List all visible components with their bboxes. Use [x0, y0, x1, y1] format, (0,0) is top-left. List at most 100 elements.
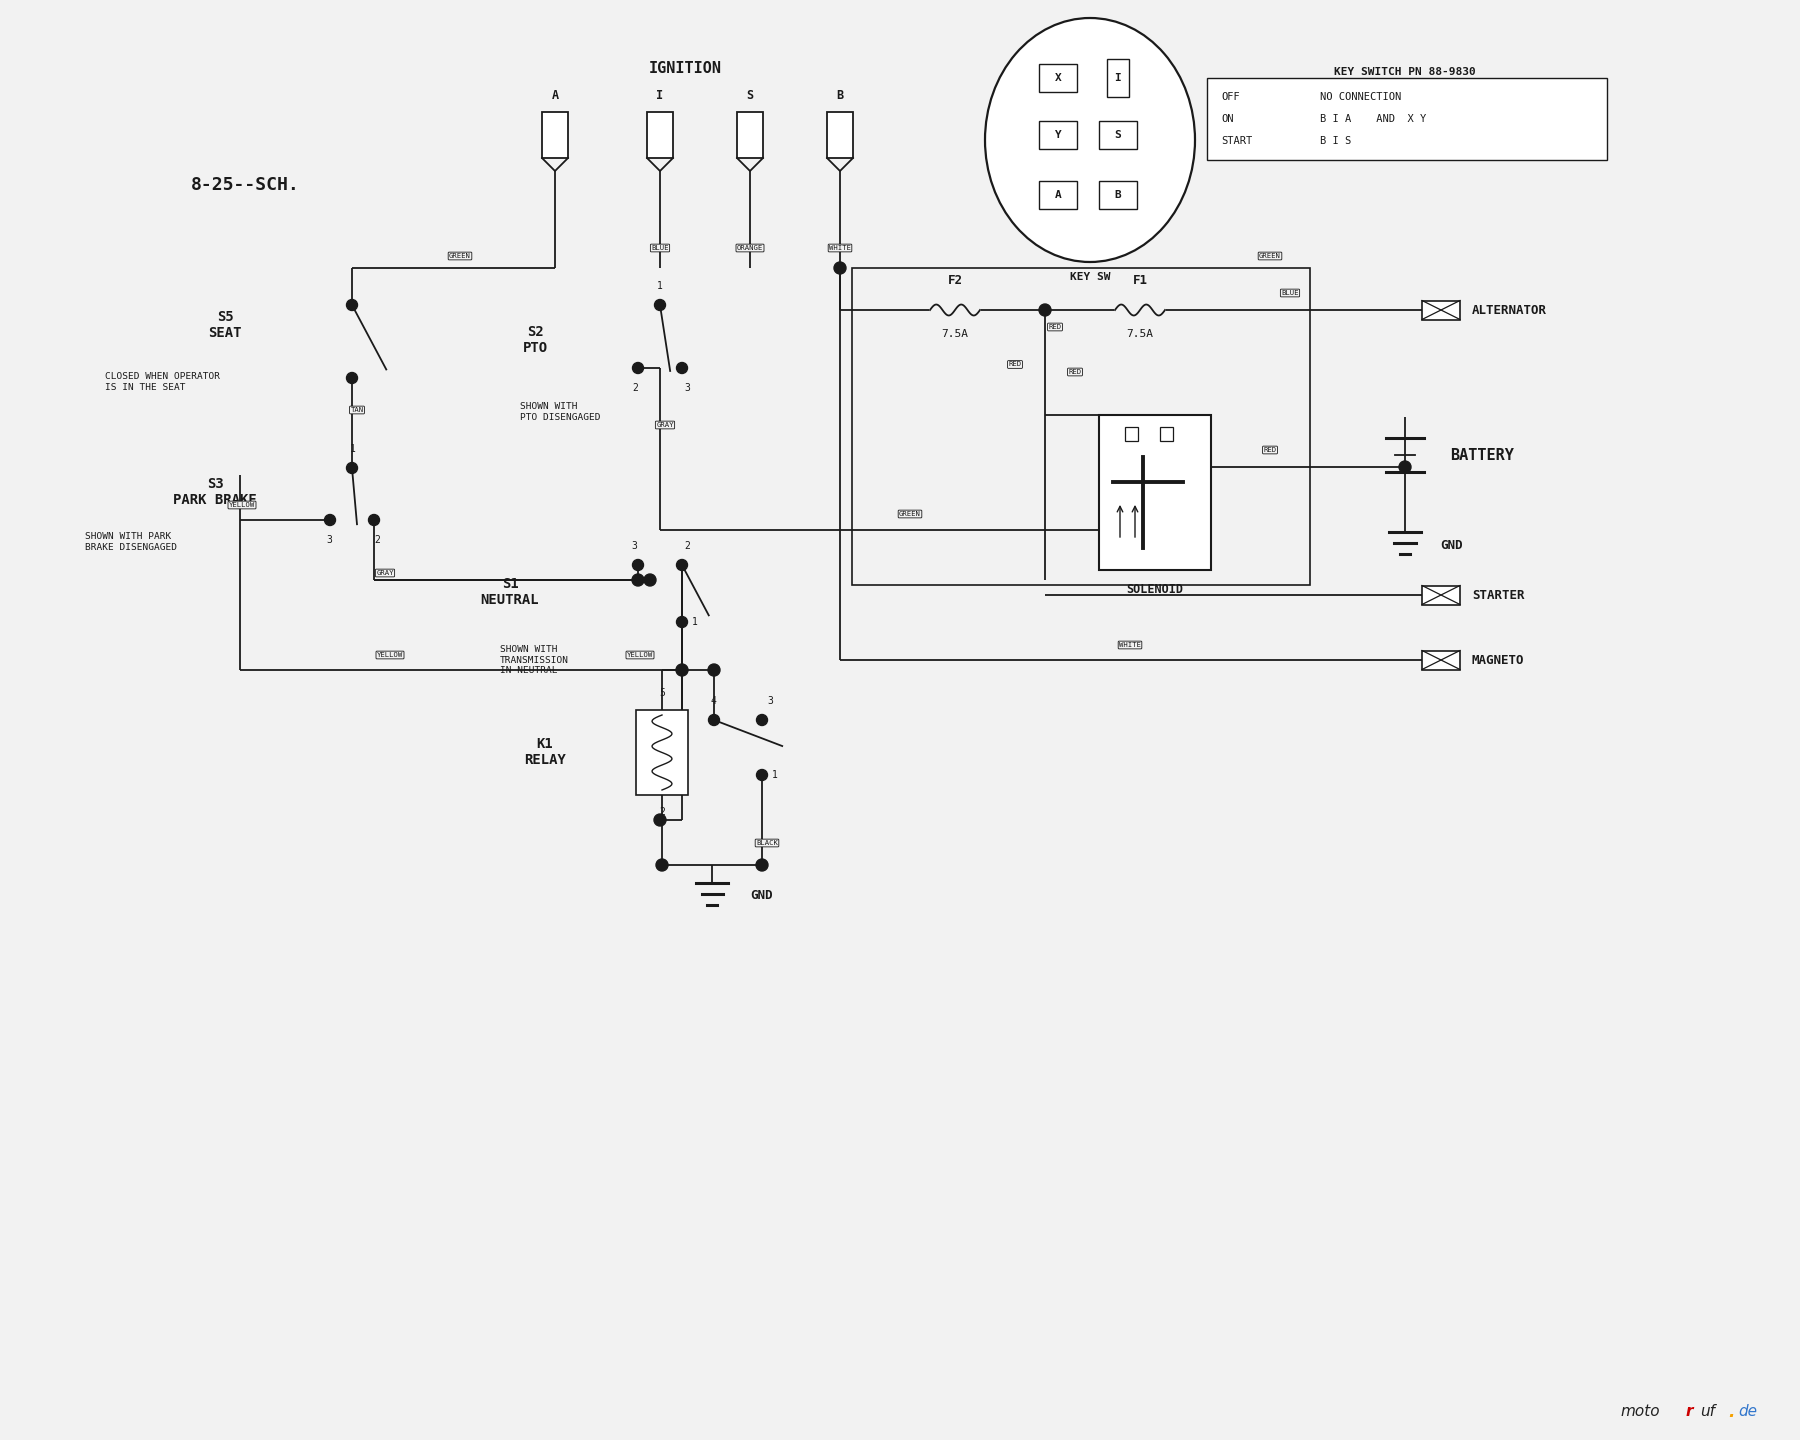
- Bar: [736, 112, 763, 158]
- Circle shape: [677, 363, 688, 373]
- Text: GND: GND: [1440, 539, 1462, 552]
- Bar: [542, 112, 569, 158]
- Text: NO CONNECTION: NO CONNECTION: [1319, 92, 1400, 102]
- Text: WHITE: WHITE: [1120, 642, 1141, 648]
- Text: MAGNETO: MAGNETO: [1472, 654, 1525, 667]
- Text: 2: 2: [659, 806, 664, 816]
- Text: 3: 3: [326, 536, 331, 544]
- Text: X: X: [1055, 73, 1062, 84]
- Text: I: I: [657, 88, 664, 101]
- Circle shape: [1039, 304, 1051, 315]
- Text: .: .: [1728, 1403, 1735, 1421]
- Text: B: B: [837, 88, 844, 101]
- Text: S1
NEUTRAL: S1 NEUTRAL: [481, 577, 540, 608]
- Text: S: S: [747, 88, 754, 101]
- Text: 3: 3: [632, 541, 637, 552]
- Text: F1: F1: [1132, 274, 1148, 287]
- Text: 2: 2: [684, 541, 689, 552]
- Circle shape: [707, 664, 720, 675]
- Text: B I S: B I S: [1319, 135, 1352, 145]
- Text: STARTER: STARTER: [1472, 589, 1525, 602]
- Circle shape: [369, 514, 380, 526]
- Text: RED: RED: [1069, 369, 1082, 374]
- Bar: [646, 112, 673, 158]
- Text: S5
SEAT: S5 SEAT: [209, 310, 241, 340]
- Circle shape: [347, 373, 358, 383]
- Circle shape: [756, 769, 767, 780]
- Text: A: A: [1055, 190, 1062, 200]
- Text: START: START: [1220, 135, 1253, 145]
- Circle shape: [677, 560, 688, 570]
- Circle shape: [653, 814, 666, 827]
- Text: KEY SW: KEY SW: [1069, 272, 1111, 282]
- Text: RED: RED: [1048, 324, 1062, 330]
- Text: moto: moto: [1620, 1404, 1660, 1420]
- Bar: [1100, 415, 1211, 569]
- Bar: [1039, 121, 1076, 148]
- Text: 7.5A: 7.5A: [941, 328, 968, 338]
- Bar: [1039, 181, 1076, 209]
- Text: S2
PTO: S2 PTO: [522, 325, 547, 356]
- Circle shape: [347, 462, 358, 474]
- Circle shape: [709, 714, 720, 726]
- Text: RED: RED: [1008, 361, 1022, 367]
- Circle shape: [833, 262, 846, 274]
- Text: RED: RED: [1264, 446, 1276, 454]
- Text: uf: uf: [1699, 1404, 1715, 1420]
- Text: B I A    AND  X Y: B I A AND X Y: [1319, 114, 1426, 124]
- Bar: [1422, 651, 1460, 670]
- Circle shape: [632, 575, 644, 586]
- Circle shape: [677, 664, 688, 675]
- Text: SHOWN WITH
PTO DISENGAGED: SHOWN WITH PTO DISENGAGED: [520, 402, 601, 422]
- Text: F2: F2: [947, 274, 963, 287]
- Text: YELLOW: YELLOW: [376, 652, 403, 658]
- Bar: [1039, 63, 1076, 92]
- Text: ALTERNATOR: ALTERNATOR: [1472, 304, 1546, 317]
- Text: 2: 2: [632, 383, 637, 393]
- Bar: [1422, 301, 1460, 320]
- Text: 5: 5: [659, 688, 664, 698]
- Text: SOLENOID: SOLENOID: [1127, 583, 1184, 596]
- Text: YELLOW: YELLOW: [626, 652, 653, 658]
- Text: 1: 1: [772, 770, 778, 780]
- Text: TAN: TAN: [351, 408, 364, 413]
- Text: A: A: [551, 88, 558, 101]
- Text: GRAY: GRAY: [376, 570, 394, 576]
- Text: B: B: [1114, 190, 1121, 200]
- Text: S3
PARK BRAKE: S3 PARK BRAKE: [173, 477, 257, 507]
- Circle shape: [756, 714, 767, 726]
- Text: ORANGE: ORANGE: [736, 245, 763, 251]
- Text: 1: 1: [657, 281, 662, 291]
- Text: ON: ON: [1220, 114, 1233, 124]
- Text: BLUE: BLUE: [652, 245, 670, 251]
- Text: GREEN: GREEN: [898, 511, 922, 517]
- Text: 3: 3: [767, 696, 772, 706]
- Circle shape: [347, 300, 358, 311]
- Bar: [1208, 78, 1607, 160]
- Text: KEY SWITCH PN 88-9830: KEY SWITCH PN 88-9830: [1334, 68, 1476, 76]
- Circle shape: [1399, 461, 1411, 472]
- Bar: [1422, 586, 1460, 605]
- Circle shape: [677, 616, 688, 628]
- Text: 4: 4: [709, 696, 716, 706]
- Circle shape: [644, 575, 655, 586]
- Text: 8-25--SCH.: 8-25--SCH.: [191, 176, 299, 194]
- Bar: [1100, 181, 1138, 209]
- Text: de: de: [1739, 1404, 1757, 1420]
- Bar: [826, 112, 853, 158]
- Text: YELLOW: YELLOW: [229, 503, 256, 508]
- Circle shape: [756, 860, 769, 871]
- Text: IGNITION: IGNITION: [648, 60, 722, 75]
- Text: K1
RELAY: K1 RELAY: [524, 737, 565, 768]
- Circle shape: [632, 560, 644, 570]
- Text: Y: Y: [1055, 130, 1062, 140]
- Text: 7.5A: 7.5A: [1127, 328, 1154, 338]
- Text: 1: 1: [349, 444, 356, 454]
- Text: GREEN: GREEN: [448, 253, 472, 259]
- Ellipse shape: [985, 19, 1195, 262]
- Text: GREEN: GREEN: [1258, 253, 1282, 259]
- Text: GND: GND: [751, 888, 772, 901]
- Text: 2: 2: [374, 536, 380, 544]
- Text: GRAY: GRAY: [657, 422, 673, 428]
- Text: BATTERY: BATTERY: [1451, 448, 1514, 462]
